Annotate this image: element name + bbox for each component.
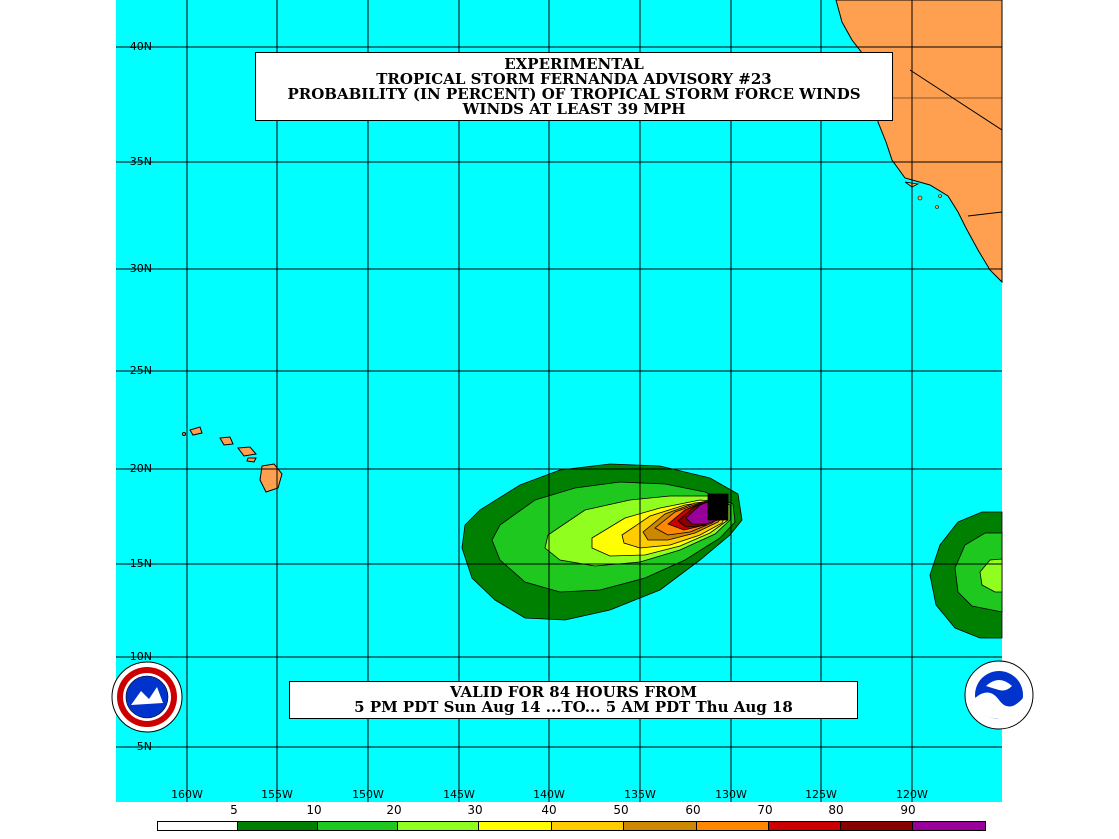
lon-label: 160W bbox=[171, 788, 203, 801]
lat-label: 25N bbox=[129, 364, 152, 377]
probability-color-scale bbox=[157, 821, 986, 831]
lat-label: 15N bbox=[129, 557, 152, 570]
lon-label: 120W bbox=[896, 788, 928, 801]
lat-label: 10N bbox=[129, 650, 152, 663]
valid-line-1: VALID FOR 84 HOURS FROM bbox=[449, 683, 698, 701]
scale-label: 90 bbox=[900, 803, 916, 817]
scale-swatch bbox=[769, 822, 841, 830]
ocean bbox=[116, 0, 1002, 802]
lon-label: 145W bbox=[443, 788, 475, 801]
scale-label: 40 bbox=[541, 803, 557, 817]
scale-swatch bbox=[479, 822, 552, 830]
valid-period-box: VALID FOR 84 HOURS FROM 5 PM PDT Sun Aug… bbox=[289, 681, 858, 719]
scale-swatch bbox=[841, 822, 913, 830]
scale-label: 70 bbox=[757, 803, 773, 817]
lat-label: 35N bbox=[129, 155, 152, 168]
nws-logo-icon bbox=[111, 661, 183, 733]
scale-swatch bbox=[697, 822, 769, 830]
scale-label: 60 bbox=[685, 803, 701, 817]
scale-label: 20 bbox=[386, 803, 402, 817]
lat-label: 5N bbox=[136, 740, 152, 753]
lat-label: 20N bbox=[129, 462, 152, 475]
scale-label: 5 bbox=[230, 803, 238, 817]
lon-label: 150W bbox=[352, 788, 384, 801]
scale-label: 80 bbox=[828, 803, 844, 817]
title-line-1: EXPERIMENTAL bbox=[504, 55, 644, 73]
lon-label: 155W bbox=[261, 788, 293, 801]
lat-label: 40N bbox=[129, 40, 152, 53]
lon-label: 130W bbox=[715, 788, 747, 801]
scale-swatch bbox=[913, 822, 985, 830]
lat-label: 30N bbox=[129, 262, 152, 275]
scale-label: 10 bbox=[306, 803, 322, 817]
scale-label: 50 bbox=[613, 803, 629, 817]
probability-contours-east bbox=[929, 511, 1003, 639]
title-box: EXPERIMENTAL TROPICAL STORM FERNANDA ADV… bbox=[255, 52, 893, 121]
lon-label: 135W bbox=[624, 788, 656, 801]
scale-swatch bbox=[552, 822, 624, 830]
valid-line-2: 5 PM PDT Sun Aug 14 ...TO... 5 AM PDT Th… bbox=[354, 698, 793, 716]
lon-label: 140W bbox=[533, 788, 565, 801]
title-line-3: PROBABILITY (IN PERCENT) OF TROPICAL STO… bbox=[287, 85, 861, 103]
lat-lon-grid bbox=[116, 0, 1002, 802]
scale-swatch bbox=[398, 822, 479, 830]
lon-label: 125W bbox=[805, 788, 837, 801]
scale-swatch bbox=[158, 822, 238, 830]
scale-swatch bbox=[624, 822, 697, 830]
scale-label: 30 bbox=[467, 803, 483, 817]
scale-swatch bbox=[318, 822, 398, 830]
title-line-4: WINDS AT LEAST 39 MPH bbox=[462, 100, 686, 118]
noaa-logo-icon bbox=[964, 660, 1034, 730]
title-line-2: TROPICAL STORM FERNANDA ADVISORY #23 bbox=[376, 70, 772, 88]
scale-swatch bbox=[238, 822, 318, 830]
